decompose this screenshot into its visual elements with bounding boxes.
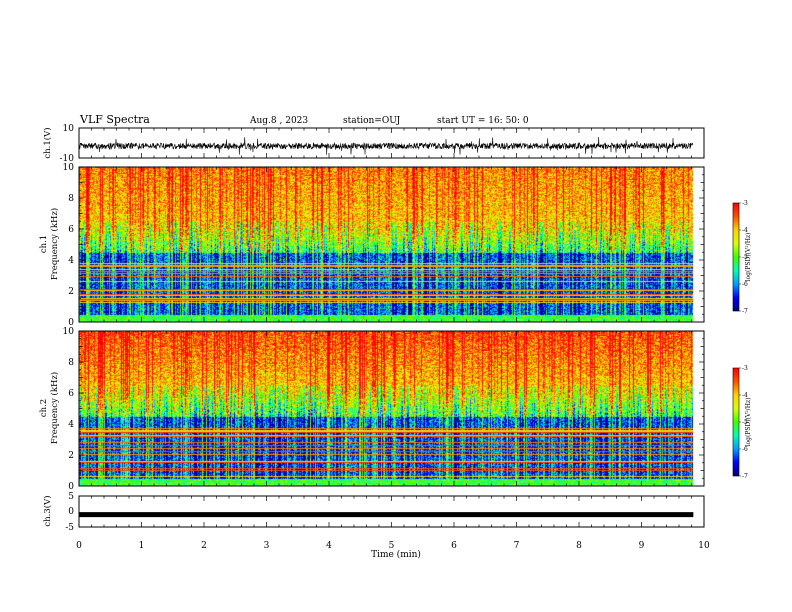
colorbar-label: log(PSD)(V²/Hz) xyxy=(745,398,752,447)
x-tick-label: 5 xyxy=(389,541,395,551)
ch1-waveform-x-ticks xyxy=(78,128,705,158)
y-tick-label: 10 xyxy=(63,327,75,337)
x-tick-label: 6 xyxy=(451,541,457,551)
y-tick-label: 0 xyxy=(68,482,74,492)
ch1-waveform-line xyxy=(78,137,694,155)
x-tick-label: 0 xyxy=(76,541,82,551)
ch1-colorbar: -3 -4 -5 -6 -7 log(PSD)(V²/Hz) xyxy=(732,200,752,315)
x-tick-label: 2 xyxy=(201,541,207,551)
header-start-time: start UT = 16: 50: 0 xyxy=(437,116,529,126)
colorbar-tick-label: -7 xyxy=(742,473,748,480)
ch3-waveform-ylabel: ch.3(V) xyxy=(42,495,53,526)
colorbar-scale xyxy=(732,367,740,477)
colorbar-tick-label: -6 xyxy=(742,281,748,288)
y-tick-label: 6 xyxy=(68,389,74,399)
colorbar-tick-label: -5 xyxy=(742,254,748,261)
header-date: Aug.8 , 2023 xyxy=(249,116,308,126)
ch2-spectrogram-channel-label: ch.2 xyxy=(39,399,49,417)
ch2-spectrogram-panel: 0 2 4 6 8 10 ch.2 Frequency (kHz) -3 -4 -5 -6 -7 l… xyxy=(39,327,752,492)
ch1-ytick-bottom: -10 xyxy=(60,154,75,164)
ch1-waveform-ylabel: ch.1(V) xyxy=(42,127,53,158)
colorbar-tick-label: -4 xyxy=(742,227,748,234)
colorbar-tick-label: -6 xyxy=(742,446,748,453)
ch2-spectrogram-y-ticks xyxy=(79,330,704,487)
ch1-ytick-top: 10 xyxy=(63,124,75,134)
colorbar-tick-label: -3 xyxy=(742,365,748,372)
ch1-spectrogram-y-ticks xyxy=(79,166,704,323)
ch3-waveform-panel: 5 0 -5 ch.3(V) xyxy=(42,492,705,533)
ch1-spectrogram-channel-label: ch.1 xyxy=(39,235,49,253)
colorbar-label: log(PSD)(V²/Hz) xyxy=(745,233,752,282)
ch3-ytick-middle: 0 xyxy=(68,507,74,517)
x-tick-label: 7 xyxy=(514,541,520,551)
ch1-spectrogram-y-ticklabels: 0 2 4 6 8 10 xyxy=(63,163,75,328)
ch2-spectrogram-ylabel: Frequency (kHz) xyxy=(49,372,60,444)
ch2-spectrogram-image xyxy=(79,331,704,486)
ch1-waveform-panel: 10 -10 ch.1(V) xyxy=(42,124,705,164)
ch1-spectrogram-ylabel: Frequency (kHz) xyxy=(49,208,60,280)
colorbar-tick-label: -5 xyxy=(742,419,748,426)
colorbar-scale xyxy=(732,202,740,312)
ch1-spectrogram-panel: 0 2 4 6 8 10 ch.1 Frequency (kHz) -3 -4 -5 -6 -7 l… xyxy=(39,163,752,328)
x-tick-label: 10 xyxy=(698,541,710,551)
ch3-ytick-top: 5 xyxy=(68,492,74,502)
figure-title: VLF Spectra xyxy=(79,113,150,126)
ch3-waveform-x-ticks xyxy=(78,496,705,527)
y-tick-label: 8 xyxy=(68,358,74,368)
colorbar-tick-label: -4 xyxy=(742,392,748,399)
y-tick-label: 4 xyxy=(68,256,74,266)
x-axis-tick-labels: 0 1 2 3 4 5 6 7 8 9 10 xyxy=(76,541,710,551)
ch2-spectrogram-y-ticklabels: 0 2 4 6 8 10 xyxy=(63,327,75,492)
x-tick-label: 8 xyxy=(576,541,582,551)
ch2-spectrogram-x-ticks xyxy=(78,331,705,486)
x-tick-label: 4 xyxy=(326,541,332,551)
x-tick-label: 3 xyxy=(264,541,270,551)
y-tick-label: 10 xyxy=(63,163,75,173)
ch3-ytick-bottom: -5 xyxy=(65,523,74,533)
ch1-spectrogram-x-ticks xyxy=(78,167,705,322)
y-tick-label: 2 xyxy=(68,287,74,297)
y-tick-label: 8 xyxy=(68,194,74,204)
x-axis-label: Time (min) xyxy=(371,549,421,560)
y-tick-label: 6 xyxy=(68,225,74,235)
ch2-colorbar: -3 -4 -5 -6 -7 log(PSD)(V²/Hz) xyxy=(732,365,752,480)
colorbar-tick-label: -7 xyxy=(742,308,748,315)
y-tick-label: 4 xyxy=(68,420,74,430)
ch1-spectrogram-canvas-wrap xyxy=(79,167,704,322)
y-tick-label: 2 xyxy=(68,451,74,461)
y-tick-label: 0 xyxy=(68,318,74,328)
ch1-spectrogram-image xyxy=(79,167,704,322)
ch2-spectrogram-canvas-wrap xyxy=(79,331,704,486)
colorbar-tick-label: -3 xyxy=(742,200,748,207)
x-tick-label: 1 xyxy=(139,541,145,551)
header-station: station=OUJ xyxy=(343,116,401,126)
x-tick-label: 9 xyxy=(639,541,645,551)
